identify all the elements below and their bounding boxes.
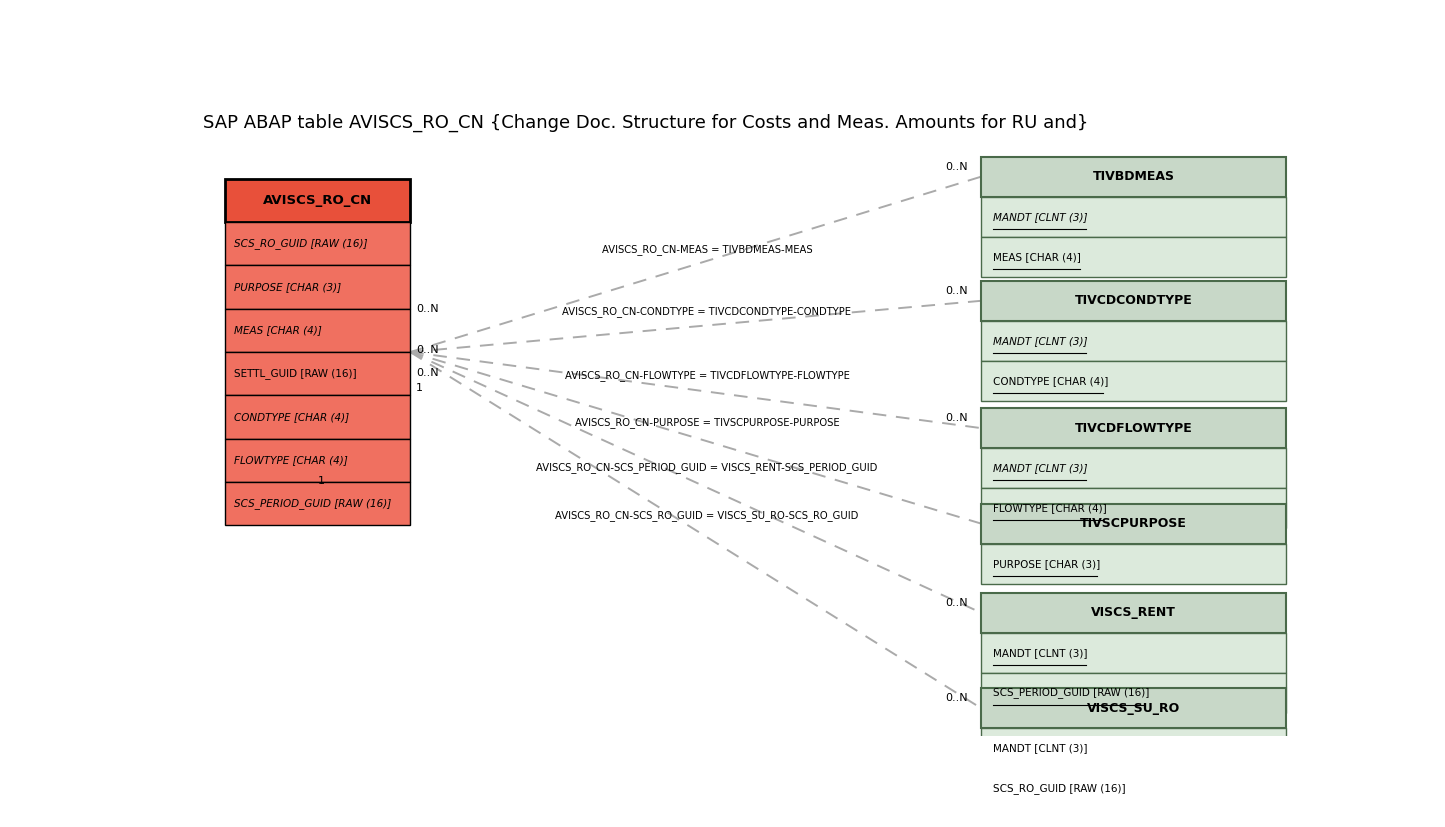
Text: TIVCDCONDTYPE: TIVCDCONDTYPE [1075,294,1192,308]
Text: AVISCS_RO_CN: AVISCS_RO_CN [263,194,373,207]
Text: FLOWTYPE [CHAR (4)]: FLOWTYPE [CHAR (4)] [993,504,1107,514]
FancyBboxPatch shape [981,543,1286,584]
Text: FLOWTYPE [CHAR (4)]: FLOWTYPE [CHAR (4)] [234,456,348,466]
Text: SETTL_GUID [RAW (16)]: SETTL_GUID [RAW (16)] [234,368,357,379]
FancyBboxPatch shape [225,308,410,352]
Text: AVISCS_RO_CN-SCS_RO_GUID = VISCS_SU_RO-SCS_RO_GUID: AVISCS_RO_CN-SCS_RO_GUID = VISCS_SU_RO-S… [555,509,858,521]
Text: MANDT [CLNT (3)]: MANDT [CLNT (3)] [993,648,1087,658]
Text: AVISCS_RO_CN-MEAS = TIVBDMEAS-MEAS: AVISCS_RO_CN-MEAS = TIVBDMEAS-MEAS [601,244,812,255]
Text: AVISCS_RO_CN-FLOWTYPE = TIVCDFLOWTYPE-FLOWTYPE: AVISCS_RO_CN-FLOWTYPE = TIVCDFLOWTYPE-FL… [565,370,850,380]
FancyBboxPatch shape [981,593,1286,633]
FancyBboxPatch shape [981,673,1286,713]
FancyBboxPatch shape [225,179,410,222]
FancyBboxPatch shape [981,280,1286,321]
Text: SCS_PERIOD_GUID [RAW (16)]: SCS_PERIOD_GUID [RAW (16)] [234,498,392,509]
Text: AVISCS_RO_CN-CONDTYPE = TIVCDCONDTYPE-CONDTYPE: AVISCS_RO_CN-CONDTYPE = TIVCDCONDTYPE-CO… [562,306,851,317]
Text: MANDT [CLNT (3)]: MANDT [CLNT (3)] [993,336,1087,346]
Text: MEAS [CHAR (4)]: MEAS [CHAR (4)] [234,325,322,336]
FancyBboxPatch shape [981,768,1286,809]
Text: 0..N: 0..N [945,693,968,703]
Text: AVISCS_RO_CN-SCS_PERIOD_GUID = VISCS_RENT-SCS_PERIOD_GUID: AVISCS_RO_CN-SCS_PERIOD_GUID = VISCS_REN… [536,462,877,473]
FancyBboxPatch shape [981,729,1286,768]
Text: PURPOSE [CHAR (3)]: PURPOSE [CHAR (3)] [234,282,341,292]
Text: 1: 1 [416,384,423,394]
Text: 0..N: 0..N [416,304,438,313]
FancyBboxPatch shape [225,482,410,525]
Text: 0..N: 0..N [416,367,438,377]
Text: MANDT [CLNT (3)]: MANDT [CLNT (3)] [993,463,1087,473]
Text: TIVSCPURPOSE: TIVSCPURPOSE [1081,517,1188,530]
Text: 0..N: 0..N [945,285,968,296]
Text: CONDTYPE [CHAR (4)]: CONDTYPE [CHAR (4)] [993,376,1108,386]
FancyBboxPatch shape [981,197,1286,237]
FancyBboxPatch shape [225,222,410,265]
FancyBboxPatch shape [225,352,410,395]
Text: 0..N: 0..N [945,598,968,608]
FancyBboxPatch shape [981,361,1286,401]
Text: VISCS_RENT: VISCS_RENT [1091,606,1176,619]
FancyBboxPatch shape [981,408,1286,448]
Text: 0..N: 0..N [945,413,968,423]
Text: AVISCS_RO_CN-PURPOSE = TIVSCPURPOSE-PURPOSE: AVISCS_RO_CN-PURPOSE = TIVSCPURPOSE-PURP… [575,418,840,428]
Text: PURPOSE [CHAR (3)]: PURPOSE [CHAR (3)] [993,559,1100,569]
FancyBboxPatch shape [981,321,1286,361]
FancyBboxPatch shape [225,438,410,482]
FancyBboxPatch shape [981,688,1286,729]
Text: 1: 1 [318,476,325,485]
Text: CONDTYPE [CHAR (4)]: CONDTYPE [CHAR (4)] [234,412,350,422]
FancyBboxPatch shape [981,504,1286,543]
Text: MANDT [CLNT (3)]: MANDT [CLNT (3)] [993,743,1087,753]
Text: TIVBDMEAS: TIVBDMEAS [1092,170,1175,183]
FancyBboxPatch shape [981,448,1286,488]
Text: MEAS [CHAR (4)]: MEAS [CHAR (4)] [993,252,1081,262]
FancyBboxPatch shape [225,265,410,308]
Text: SCS_PERIOD_GUID [RAW (16)]: SCS_PERIOD_GUID [RAW (16)] [993,687,1149,699]
Text: SCS_RO_GUID [RAW (16)]: SCS_RO_GUID [RAW (16)] [234,238,368,249]
Text: TIVCDFLOWTYPE: TIVCDFLOWTYPE [1075,422,1192,435]
FancyBboxPatch shape [981,156,1286,197]
Text: SAP ABAP table AVISCS_RO_CN {Change Doc. Structure for Costs and Meas. Amounts f: SAP ABAP table AVISCS_RO_CN {Change Doc.… [202,113,1088,131]
Text: 0..N: 0..N [945,161,968,171]
FancyBboxPatch shape [981,237,1286,277]
FancyBboxPatch shape [981,633,1286,673]
Text: MANDT [CLNT (3)]: MANDT [CLNT (3)] [993,212,1087,222]
FancyBboxPatch shape [981,488,1286,528]
Text: 0..N: 0..N [416,345,438,356]
Text: VISCS_SU_RO: VISCS_SU_RO [1087,702,1181,715]
FancyBboxPatch shape [225,395,410,438]
Text: SCS_RO_GUID [RAW (16)]: SCS_RO_GUID [RAW (16)] [993,783,1126,794]
